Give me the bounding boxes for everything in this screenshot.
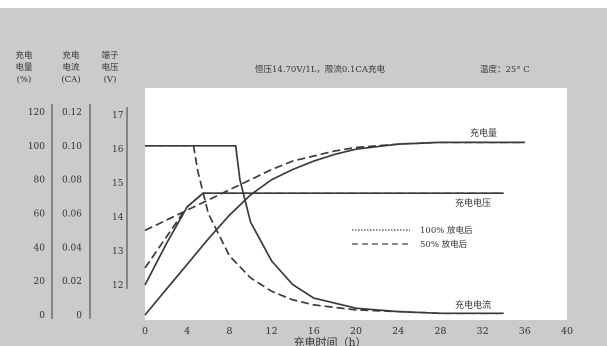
y-tick-label-CA: 0.02	[62, 277, 82, 287]
y-tick-label-CA: 0.06	[62, 210, 82, 220]
y-axis-header-%: (%)	[17, 74, 32, 85]
x-tick-label: 4	[184, 326, 190, 337]
curve-label-current: 充电电流	[455, 299, 491, 311]
series-current-dashed	[145, 144, 504, 315]
y-axis-header-CA: 充电	[62, 50, 80, 61]
y-tick-label-%: 80	[34, 176, 46, 186]
x-tick-label: 12	[266, 326, 278, 337]
y-axis-header-%: 充电	[15, 50, 33, 61]
y-tick-label-CA: 0.08	[62, 176, 82, 186]
y-axis-header-V: (V)	[104, 74, 117, 85]
y-tick-label-CA: 0	[76, 311, 82, 321]
chart-title: 恒压14.70V/1L，限流0.1CA充电	[255, 64, 386, 75]
y-tick-label-%: 60	[34, 210, 46, 220]
temperature-label: 温度：25° C	[480, 64, 530, 75]
x-tick-label: 24	[392, 326, 404, 337]
x-axis-title: 充电时间（h）	[293, 335, 366, 346]
y-tick-label-V: 12	[112, 281, 123, 291]
y-tick-label-%: 100	[28, 142, 45, 152]
series-voltage-dashed	[144, 192, 504, 269]
x-tick-label: 8	[226, 326, 232, 337]
y-tick-label-CA: 0.10	[62, 142, 82, 152]
x-tick-label: 40	[561, 326, 573, 337]
x-tick-label: 20	[350, 326, 362, 337]
y-tick-label-%: 20	[34, 277, 46, 287]
x-tick-label: 36	[519, 326, 531, 337]
legend-label: 100% 放电后	[420, 225, 473, 236]
y-tick-label-%: 0	[39, 311, 45, 321]
y-axis-header-%: 电量	[15, 62, 33, 73]
y-axis-header-V: 端子	[101, 50, 119, 61]
curve-label-charge: 充电量	[470, 127, 497, 139]
y-tick-label-%: 40	[34, 243, 46, 253]
x-tick-label: 16	[308, 326, 320, 337]
curve-label-voltage: 充电电压	[455, 197, 491, 209]
chart-frame: 充电 电量 (%) 0 20 40 60 80 100 120 充电 电流 (CA) 0 0.02 0.04 0…	[0, 8, 607, 346]
y-tick-label-CA: 0.04	[62, 243, 82, 253]
y-tick-label-V: 16	[112, 145, 124, 155]
charging-chart: 充电电量(%)020406080100120充电电流(CA)00.020.040…	[15, 50, 573, 346]
y-tick-label-V: 13	[112, 247, 124, 257]
legend-label: 50% 放电后	[420, 239, 468, 250]
y-axis-header-V: 电压	[101, 62, 119, 73]
series-charge-solid	[144, 141, 525, 316]
y-tick-label-V: 17	[112, 111, 124, 121]
y-axis-header-CA: 电流	[62, 62, 80, 73]
plot-area	[145, 88, 567, 320]
series-charge-dashed	[144, 141, 525, 232]
y-tick-label-CA: 0.12	[62, 108, 82, 118]
y-tick-label-%: 120	[28, 108, 45, 118]
y-tick-label-V: 15	[112, 179, 124, 189]
y-axis-header-CA: (CA)	[61, 74, 80, 85]
x-tick-label: 0	[142, 326, 148, 337]
y-tick-label-V: 14	[112, 213, 124, 223]
x-tick-label: 32	[477, 326, 489, 337]
x-tick-label: 28	[434, 326, 446, 337]
